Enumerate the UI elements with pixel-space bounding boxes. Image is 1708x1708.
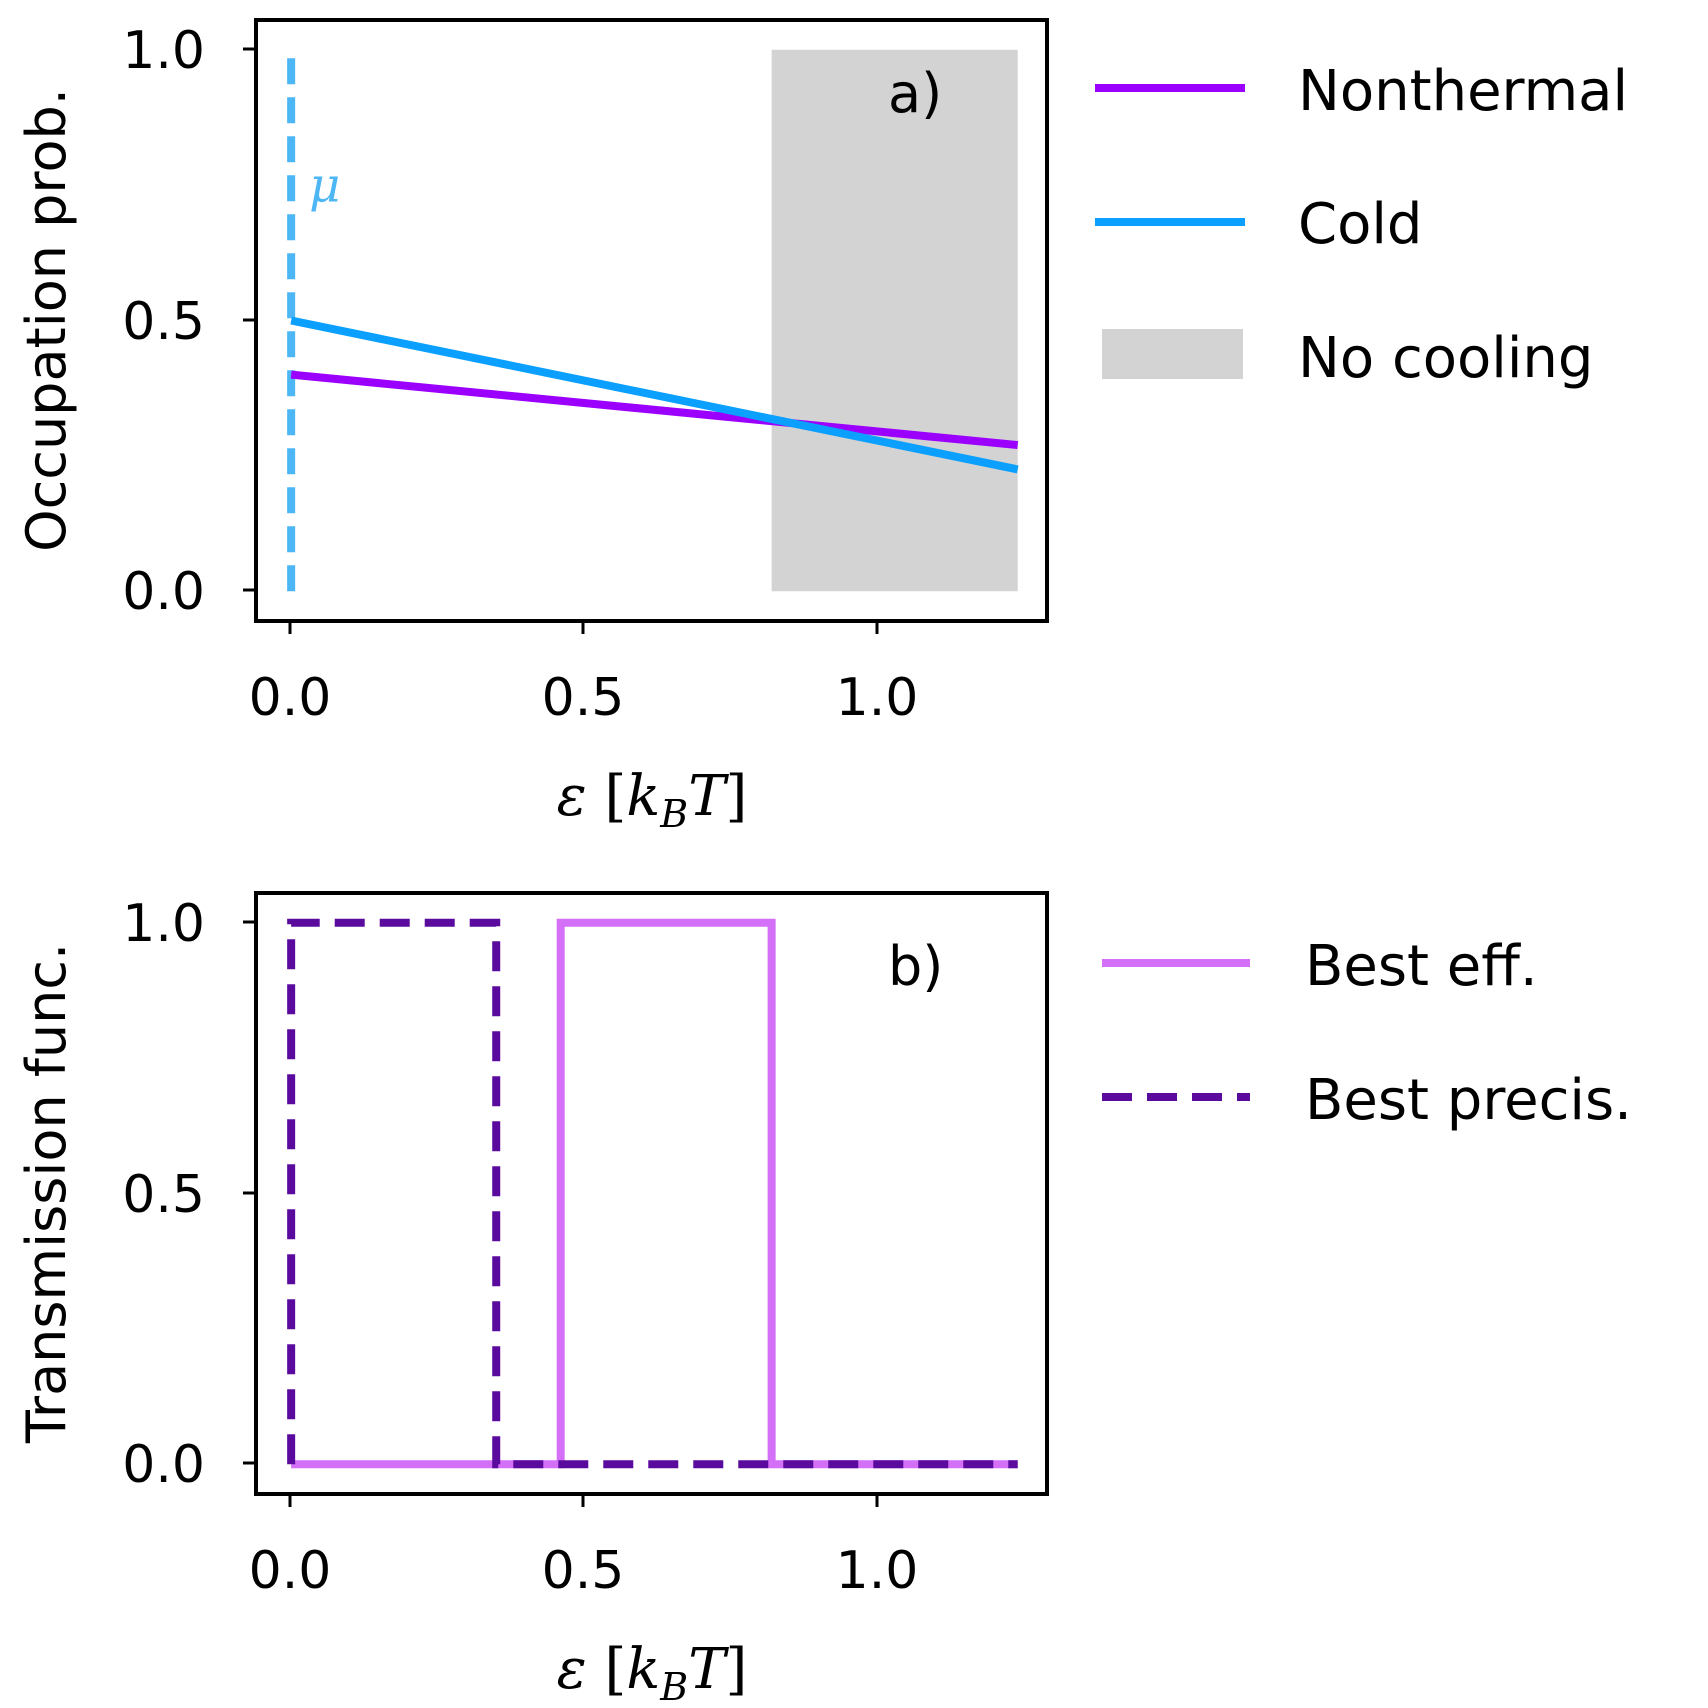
panel-b-y-axis: 0.0 0.5 1.0 xyxy=(122,894,256,1495)
legend-label: No cooling xyxy=(1298,326,1593,391)
panel-a-occupation: μ 0.0 0.5 1.0 0.0 0.5 1.0 ε [kBT] Occupa… xyxy=(15,18,1628,836)
legend-label: Best precis. xyxy=(1305,1068,1632,1133)
x-axis-label: ε [kBT] xyxy=(557,1637,748,1708)
y-tick-label: 1.0 xyxy=(122,21,205,81)
y-tick-label: 0.5 xyxy=(122,1165,205,1225)
y-tick-label: 0.0 xyxy=(122,1435,205,1495)
x-tick-label: 0.0 xyxy=(249,1541,332,1601)
x-tick-label: 1.0 xyxy=(836,1541,919,1601)
best-eff-line xyxy=(291,918,1018,1469)
panel-label: b) xyxy=(888,935,943,998)
y-axis-label: Occupation prob. xyxy=(15,88,78,552)
legend-label: Cold xyxy=(1298,192,1422,257)
panel-a-x-axis: 0.0 0.5 1.0 xyxy=(249,621,919,728)
legend-label: Nonthermal xyxy=(1298,59,1628,124)
x-tick-label: 1.0 xyxy=(836,668,919,728)
y-axis-label: Transmission func. xyxy=(15,943,78,1444)
y-tick-label: 0.5 xyxy=(122,292,205,352)
no-cooling-region xyxy=(771,49,1018,592)
cold-line xyxy=(290,316,1019,474)
panel-label: a) xyxy=(888,62,942,125)
legend-label: Best eff. xyxy=(1305,934,1538,999)
best-precis-line xyxy=(287,918,1018,1469)
x-axis-label: ε [kBT] xyxy=(557,764,748,836)
legend-b: Best eff. Best precis. xyxy=(1102,934,1632,1133)
legend-a: Nonthermal Cold No cooling xyxy=(1095,59,1628,391)
y-tick-label: 0.0 xyxy=(122,562,205,622)
y-tick-label: 1.0 xyxy=(122,894,205,954)
nonthermal-line xyxy=(290,370,1019,450)
x-tick-label: 0.0 xyxy=(249,668,332,728)
legend-swatch-no-cooling xyxy=(1102,329,1243,379)
mu-label: μ xyxy=(309,157,340,213)
panel-b-transmission: 0.0 0.5 1.0 0.0 0.5 1.0 ε [kBT] Transmis… xyxy=(15,891,1632,1708)
panel-b-x-axis: 0.0 0.5 1.0 xyxy=(249,1494,919,1601)
panel-a-y-axis: 0.0 0.5 1.0 xyxy=(122,21,256,622)
x-tick-label: 0.5 xyxy=(542,668,625,728)
x-tick-label: 0.5 xyxy=(542,1541,625,1601)
